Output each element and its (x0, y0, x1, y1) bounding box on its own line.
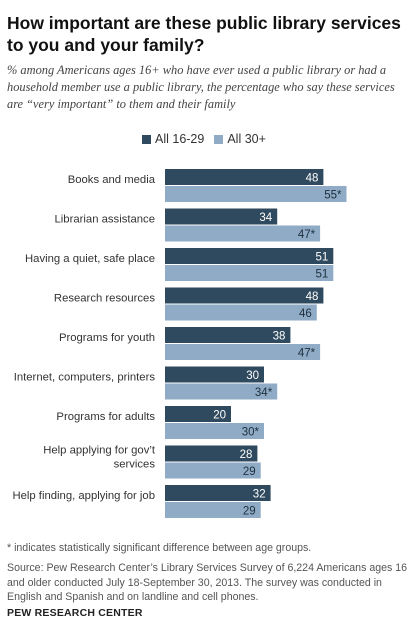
data-label: 51 (316, 252, 329, 264)
data-label: 34 (259, 212, 272, 224)
data-label: 30 (246, 370, 259, 382)
bar-series1 (165, 248, 334, 264)
bar-series2 (165, 383, 278, 400)
category-label: Help applying for gov’t services (43, 445, 156, 471)
category-label: Help finding, applying for job (12, 490, 155, 502)
category-label: Research resources (54, 293, 155, 305)
data-label: 47* (298, 348, 316, 360)
data-label: 30* (242, 427, 260, 439)
legend: All 16-29 All 30+ (142, 132, 276, 146)
legend-swatch-series1 (142, 134, 151, 144)
chart-title: How important are these public library s… (7, 13, 401, 55)
bar-series1 (165, 169, 324, 185)
category-label: Programs for adults (56, 411, 155, 423)
legend-item-series2: All 30+ (214, 132, 266, 146)
chart-subtitle: % among Americans ages 16+ who have ever… (7, 63, 395, 111)
data-label: 34* (255, 387, 273, 399)
category-label: Programs for youth (59, 332, 155, 344)
legend-item-series1: All 16-29 (142, 132, 204, 146)
bar-series2 (165, 225, 321, 242)
bar-series1 (165, 406, 231, 422)
bar-series1 (165, 327, 291, 343)
bar-series1 (165, 445, 258, 462)
data-label: 48 (306, 173, 319, 185)
footnote: * indicates statistically significant di… (7, 542, 312, 554)
data-label: 51 (316, 269, 329, 281)
category-label: Books and media (68, 174, 156, 186)
bar-series2 (165, 186, 347, 202)
data-label: 20 (213, 410, 226, 422)
bar-series2 (165, 344, 321, 360)
bar-chart: Books and media 48 55* Librarian assistance… (12, 169, 347, 518)
data-label: 48 (306, 291, 319, 303)
bar-series1 (165, 287, 324, 304)
category-label: Having a quiet, safe place (25, 253, 155, 265)
bar-series2 (165, 304, 317, 321)
data-label: 55* (324, 190, 342, 202)
bar-series2 (165, 502, 261, 518)
data-label: 29 (243, 466, 256, 478)
data-label: 32 (253, 489, 266, 501)
data-label: 28 (240, 449, 253, 461)
source-note: Source: Pew Research Center’s Library Se… (7, 562, 408, 603)
bar-series1 (165, 208, 278, 225)
legend-label-series2: All 30+ (227, 132, 266, 146)
bar-series2 (165, 265, 334, 281)
bar-series2 (165, 462, 261, 479)
category-label: Internet, computers, printers (14, 372, 156, 384)
brand-name: PEW RESEARCH CENTER (7, 607, 143, 619)
bar-series2 (165, 423, 264, 439)
bar-series1 (165, 485, 271, 501)
legend-label-series1: All 16-29 (155, 132, 205, 146)
data-label: 38 (273, 331, 286, 343)
data-label: 29 (243, 506, 256, 518)
legend-swatch-series2 (214, 134, 224, 144)
bar-series1 (165, 366, 264, 383)
data-label: 46 (299, 308, 312, 320)
data-label: 47* (298, 229, 316, 241)
category-label: Librarian assistance (55, 214, 155, 226)
